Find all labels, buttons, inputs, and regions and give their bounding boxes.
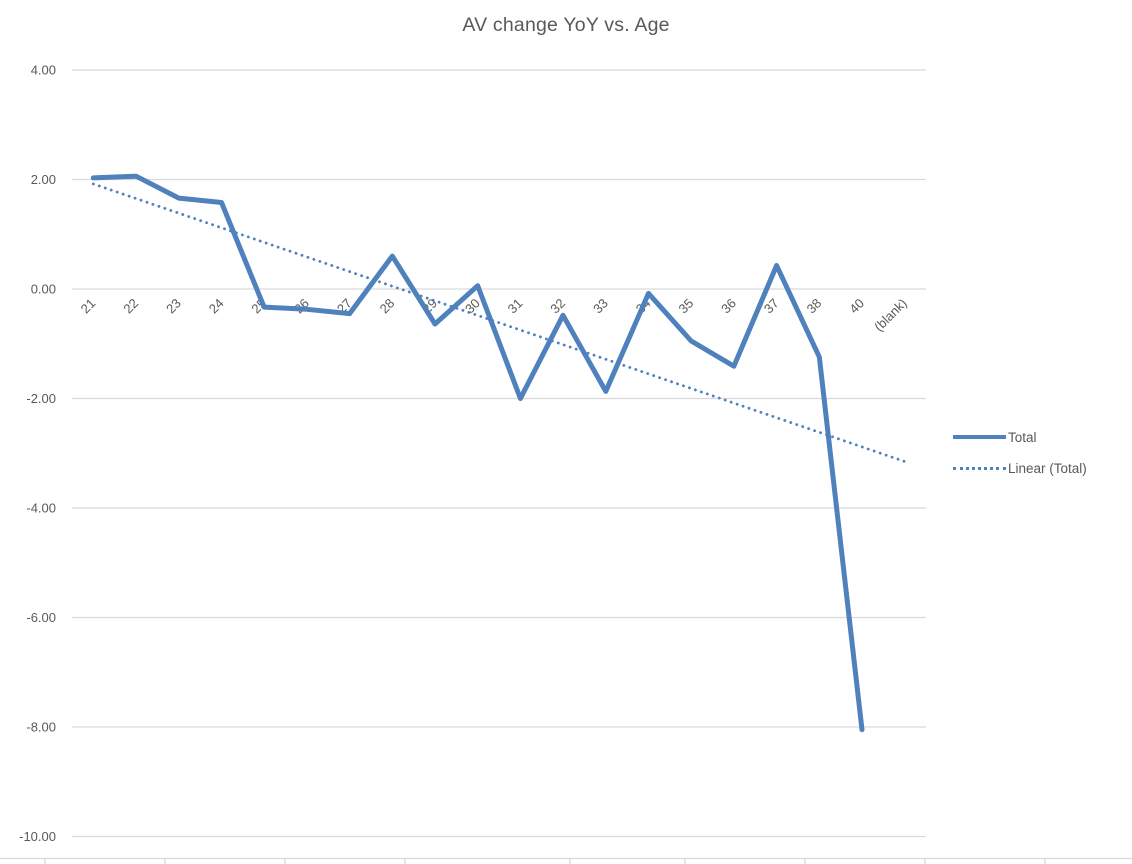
x-axis-label: 26	[291, 296, 312, 317]
y-axis-label: 0.00	[31, 282, 56, 297]
x-axis-label: 23	[163, 296, 184, 317]
x-axis-label: 35	[675, 296, 696, 317]
chart-title: AV change YoY vs. Age	[462, 14, 670, 36]
x-axis-label: 28	[377, 296, 398, 317]
x-axis-label: 22	[120, 296, 141, 317]
y-axis-label: 2.00	[31, 172, 56, 187]
y-axis-label: -4.00	[26, 501, 56, 516]
x-axis-label: 21	[78, 296, 99, 317]
legend-label-linear-total: Linear (Total)	[1008, 460, 1087, 476]
legend-dotted-line-swatch	[953, 466, 1006, 470]
legend: Total Linear (Total)	[953, 427, 1087, 478]
legend-label-total: Total	[1008, 429, 1037, 445]
y-axis-label: 4.00	[31, 63, 56, 78]
x-axis-label: (blank)	[871, 296, 910, 335]
x-axis-label: 38	[804, 296, 825, 317]
legend-solid-line-swatch	[953, 435, 1006, 439]
x-axis-label: 24	[206, 296, 227, 317]
legend-item-linear-total[interactable]: Linear (Total)	[953, 458, 1087, 478]
x-axis-label: 33	[590, 296, 611, 317]
x-axis-label: 32	[547, 296, 568, 317]
x-axis-label: 40	[846, 296, 867, 317]
y-axis-label: -8.00	[26, 720, 56, 735]
y-axis-label: -2.00	[26, 391, 56, 406]
x-axis-label: 36	[718, 296, 739, 317]
legend-item-total[interactable]: Total	[953, 427, 1087, 447]
x-axis-label: 31	[505, 296, 526, 317]
y-axis-label: -6.00	[26, 610, 56, 625]
series-line-total	[90, 173, 865, 733]
y-axis-label: -10.00	[19, 829, 56, 844]
linear-trendline	[91, 182, 907, 463]
